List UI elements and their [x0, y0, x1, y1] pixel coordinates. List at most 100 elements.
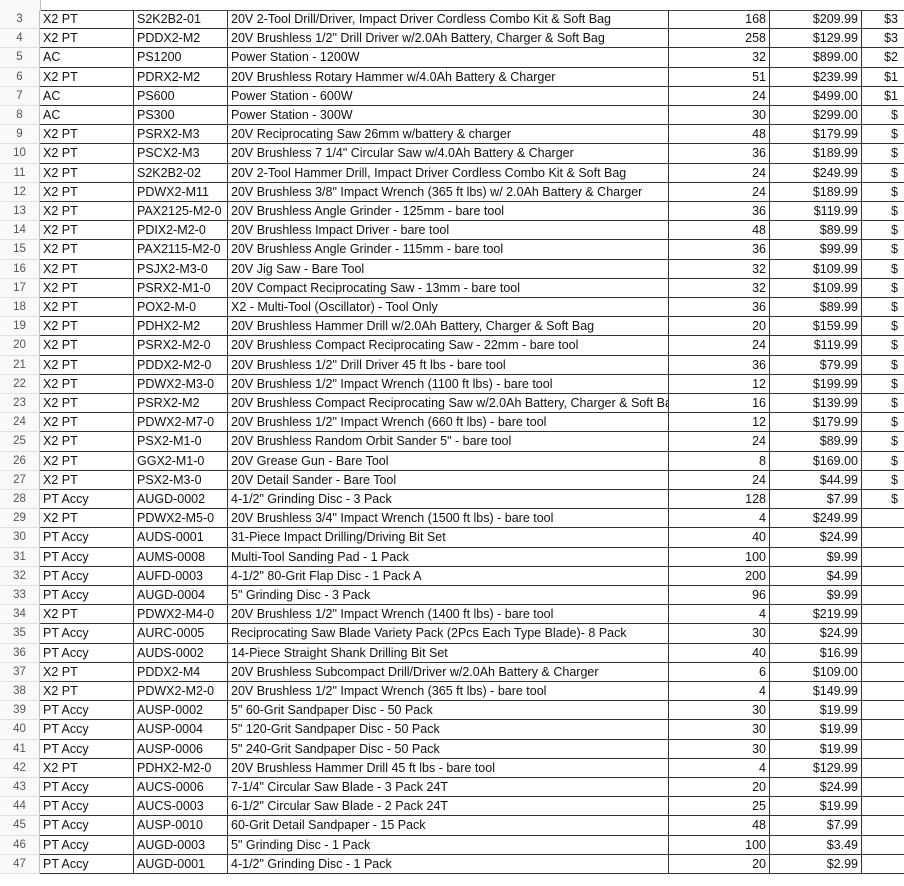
cell-quantity[interactable]: 30	[669, 720, 770, 740]
cell-quantity[interactable]: 36	[669, 144, 770, 164]
cell-description[interactable]: Multi-Tool Sanding Pad - 1 Pack	[228, 547, 669, 567]
cell-quantity[interactable]: 40	[669, 528, 770, 548]
cell-total[interactable]: $1	[862, 87, 904, 106]
cell-description[interactable]: 5" 120-Grit Sandpaper Disc - 50 Pack	[228, 720, 669, 740]
cell-category[interactable]: X2 PT	[40, 182, 134, 202]
cell-total[interactable]: $	[862, 394, 904, 414]
cell-price[interactable]: $209.99	[770, 10, 862, 30]
cell-quantity[interactable]: 25	[669, 797, 770, 817]
cell-quantity[interactable]: 30	[669, 739, 770, 759]
cell-total[interactable]: $3	[862, 10, 904, 30]
cell-description[interactable]: 60-Grit Detail Sandpaper - 15 Pack	[228, 816, 669, 836]
cell-price[interactable]: $159.99	[770, 317, 862, 337]
row-header[interactable]: 32	[0, 566, 40, 586]
cell-category[interactable]: AC	[40, 106, 134, 126]
row-header[interactable]: 18	[0, 298, 40, 318]
cell-description[interactable]: 20V Jig Saw - Bare Tool	[228, 259, 669, 279]
cell-description[interactable]: 6-1/2" Circular Saw Blade - 2 Pack 24T	[228, 797, 669, 817]
cell-description[interactable]: 5" Grinding Disc - 3 Pack	[228, 586, 669, 606]
cell-quantity[interactable]: 36	[669, 355, 770, 375]
row-header[interactable]: 36	[0, 643, 40, 663]
cell-description[interactable]: 20V Brushless Subcompact Drill/Driver w/…	[228, 662, 669, 682]
cell-total[interactable]	[862, 836, 904, 855]
cell-category[interactable]: PT Accy	[40, 816, 134, 836]
row-header[interactable]: 28	[0, 490, 40, 510]
cell-price[interactable]: $19.99	[770, 739, 862, 759]
cell-total[interactable]: $	[862, 356, 904, 375]
cell-quantity[interactable]: 30	[669, 701, 770, 721]
cell-category[interactable]: X2 PT	[40, 662, 134, 682]
cell-price[interactable]: $179.99	[770, 125, 862, 145]
row-header[interactable]: 42	[0, 758, 40, 778]
cell-total[interactable]	[862, 740, 904, 759]
cell-description[interactable]: 20V Brushless Compact Reciprocating Saw …	[228, 394, 669, 414]
row-header[interactable]: 7	[0, 86, 40, 106]
cell-category[interactable]: X2 PT	[40, 432, 134, 452]
cell-total[interactable]: $1	[862, 68, 904, 87]
cell-total[interactable]: $3	[862, 29, 904, 49]
cell-total[interactable]: $	[862, 375, 904, 394]
cell-price[interactable]: $189.99	[770, 144, 862, 164]
cell-sku[interactable]: PDHX2-M2-0	[134, 758, 228, 778]
cell-description[interactable]: 5" 240-Grit Sandpaper Disc - 50 Pack	[228, 739, 669, 759]
cell-category[interactable]: X2 PT	[40, 259, 134, 279]
cell-sku[interactable]: AUFD-0003	[134, 566, 228, 586]
cell-quantity[interactable]: 200	[669, 566, 770, 586]
row-header[interactable]: 33	[0, 586, 40, 606]
row-header[interactable]: 23	[0, 394, 40, 414]
cell-price[interactable]: $119.99	[770, 336, 862, 356]
cell-total[interactable]: $	[862, 317, 904, 337]
cell-description[interactable]: 20V Detail Sander - Bare Tool	[228, 470, 669, 490]
row-header[interactable]: 10	[0, 144, 40, 164]
cell-price[interactable]: $129.99	[770, 29, 862, 49]
cell-price[interactable]: $109.00	[770, 662, 862, 682]
cell-price[interactable]: $109.99	[770, 259, 862, 279]
cell-category[interactable]: X2 PT	[40, 163, 134, 183]
cell-quantity[interactable]: 24	[669, 86, 770, 106]
cell-sku[interactable]: PSJX2-M3-0	[134, 259, 228, 279]
cell-sku[interactable]: S2K2B2-02	[134, 163, 228, 183]
cell-category[interactable]: X2 PT	[40, 125, 134, 145]
cell-sku[interactable]: PDWX2-M2-0	[134, 682, 228, 702]
cell-total[interactable]: $	[862, 164, 904, 183]
cell-quantity[interactable]: 100	[669, 835, 770, 855]
cell-quantity[interactable]: 32	[669, 278, 770, 298]
cell-category[interactable]: AC	[40, 48, 134, 68]
cell-description[interactable]: 20V 2-Tool Drill/Driver, Impact Driver C…	[228, 10, 669, 30]
row-header[interactable]: 34	[0, 605, 40, 625]
cell-quantity[interactable]: 48	[669, 125, 770, 145]
cell-quantity[interactable]: 30	[669, 624, 770, 644]
cell-category[interactable]: PT Accy	[40, 854, 134, 874]
cell-sku[interactable]: AUGD-0002	[134, 490, 228, 510]
cell-price[interactable]: $189.99	[770, 182, 862, 202]
cell-total[interactable]: $	[862, 452, 904, 471]
cell-price[interactable]: $899.00	[770, 48, 862, 68]
cell-sku[interactable]: PS1200	[134, 48, 228, 68]
cell-quantity[interactable]: 128	[669, 490, 770, 510]
cell-quantity[interactable]: 96	[669, 586, 770, 606]
cell-sku[interactable]: PDDX2-M2-0	[134, 355, 228, 375]
cell-total[interactable]: $	[862, 260, 904, 279]
cell-total[interactable]	[862, 816, 904, 836]
cell-price[interactable]: $19.99	[770, 720, 862, 740]
cell-quantity[interactable]: 40	[669, 643, 770, 663]
cell-sku[interactable]: PSRX2-M2	[134, 394, 228, 414]
cell-sku[interactable]: AUGD-0001	[134, 854, 228, 874]
cell-description[interactable]: 20V Brushless 7 1/4" Circular Saw w/4.0A…	[228, 144, 669, 164]
cell-price[interactable]: $44.99	[770, 470, 862, 490]
cell-description[interactable]: 4-1/2" 80-Grit Flap Disc - 1 Pack A	[228, 566, 669, 586]
cell-category[interactable]: X2 PT	[40, 29, 134, 49]
cell-total[interactable]: $	[862, 125, 904, 145]
cell-description[interactable]: 20V Brushless 3/8" Impact Wrench (365 ft…	[228, 182, 669, 202]
row-header[interactable]: 21	[0, 355, 40, 375]
cell-category[interactable]: AC	[40, 86, 134, 106]
row-header[interactable]: 47	[0, 854, 40, 874]
row-header[interactable]: 45	[0, 816, 40, 836]
row-header[interactable]: 29	[0, 509, 40, 529]
cell-description[interactable]: 7-1/4" Circular Saw Blade - 3 Pack 24T	[228, 778, 669, 798]
cell-quantity[interactable]: 4	[669, 682, 770, 702]
cell-total[interactable]: $	[862, 144, 904, 164]
row-header[interactable]: 25	[0, 432, 40, 452]
cell-category[interactable]: X2 PT	[40, 394, 134, 414]
cell-description[interactable]: 4-1/2" Grinding Disc - 3 Pack	[228, 490, 669, 510]
